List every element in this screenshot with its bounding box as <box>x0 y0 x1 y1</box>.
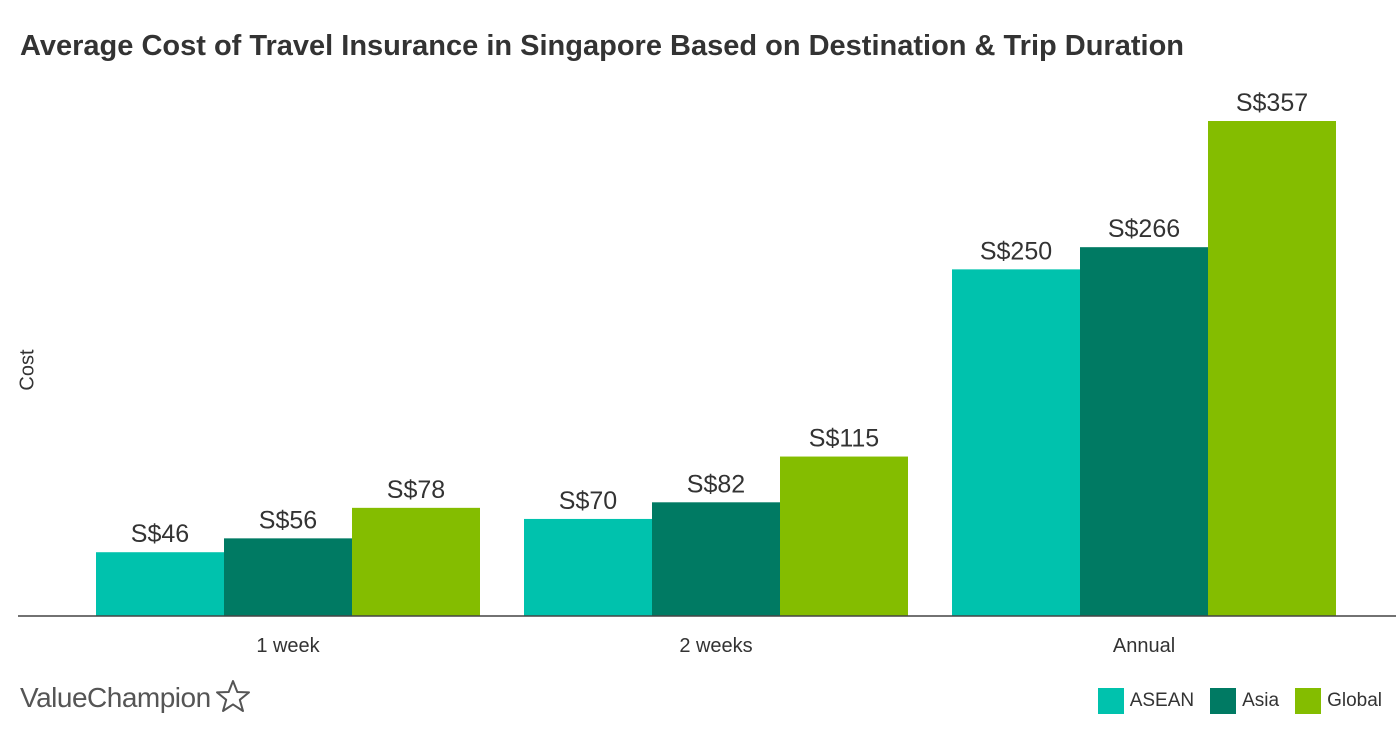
bars-group <box>96 121 1336 617</box>
legend-swatch-asean <box>1097 688 1124 714</box>
star-outline-icon <box>215 679 251 718</box>
legend-label-asia: Asia <box>1242 690 1280 711</box>
legend-swatch-global <box>1295 688 1322 714</box>
value-label-asia-annual: S$266 <box>1108 215 1180 243</box>
bar-asean-2-weeks <box>524 518 652 616</box>
x-tick-labels-group: 1 week 2 weeks Annual <box>256 635 1175 657</box>
legend-label-global: Global <box>1327 690 1382 711</box>
value-label-asia-2-weeks: S$82 <box>687 470 745 498</box>
chart-title: Average Cost of Travel Insurance in Sing… <box>20 30 1184 62</box>
value-label-asean-annual: S$250 <box>980 237 1052 265</box>
bar-global-2-weeks <box>780 456 908 616</box>
value-label-global-2-weeks: S$115 <box>809 425 879 453</box>
legend-item-global: Global <box>1295 688 1382 714</box>
bar-asean-1-week <box>96 552 224 616</box>
value-labels-group: S$46 S$56 S$78 S$70 S$82 S$115 S$250 S$266 S$357 <box>131 89 1308 548</box>
value-label-global-annual: S$357 <box>1236 89 1308 117</box>
value-label-asean-1-week: S$46 <box>131 520 189 548</box>
legend: ASEAN Asia Global <box>1082 688 1382 714</box>
bar-asean-annual <box>952 269 1080 616</box>
brand-name: ValueChampion <box>20 682 211 713</box>
bar-asia-1-week <box>224 538 352 616</box>
x-tick-label-annual: Annual <box>1113 635 1175 657</box>
legend-item-asia: Asia <box>1210 688 1279 714</box>
legend-swatch-asia <box>1210 688 1237 714</box>
value-label-asean-2-weeks: S$70 <box>559 487 617 515</box>
bar-global-1-week <box>352 507 480 616</box>
x-tick-label-1-week: 1 week <box>256 635 320 657</box>
legend-label-asean: ASEAN <box>1129 690 1195 711</box>
value-label-asia-1-week: S$56 <box>259 506 317 534</box>
x-tick-label-2-weeks: 2 weeks <box>679 635 752 657</box>
bar-asia-2-weeks <box>652 502 780 616</box>
value-label-global-1-week: S$78 <box>387 476 445 504</box>
bar-asia-annual <box>1080 247 1208 617</box>
legend-item-asean: ASEAN <box>1097 688 1195 714</box>
bar-global-annual <box>1208 121 1336 616</box>
brand-logo: ValueChampion <box>20 678 251 718</box>
